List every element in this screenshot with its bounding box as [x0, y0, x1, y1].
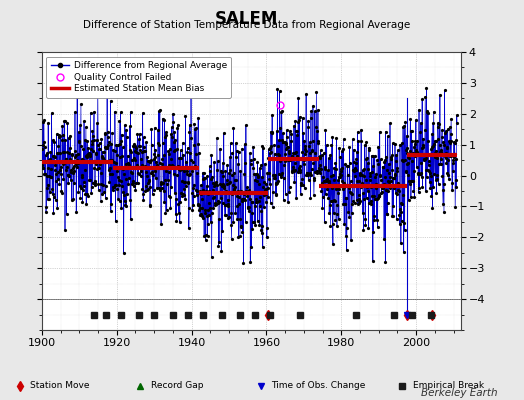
Text: Station Move: Station Move [30, 382, 90, 390]
Text: Record Gap: Record Gap [151, 382, 203, 390]
Text: Berkeley Earth: Berkeley Earth [421, 388, 498, 398]
Text: SALEM: SALEM [215, 10, 278, 28]
Text: Difference of Station Temperature Data from Regional Average: Difference of Station Temperature Data f… [83, 20, 410, 30]
Text: Time of Obs. Change: Time of Obs. Change [271, 382, 366, 390]
Legend: Difference from Regional Average, Quality Control Failed, Estimated Station Mean: Difference from Regional Average, Qualit… [47, 56, 231, 98]
Text: Empirical Break: Empirical Break [413, 382, 484, 390]
